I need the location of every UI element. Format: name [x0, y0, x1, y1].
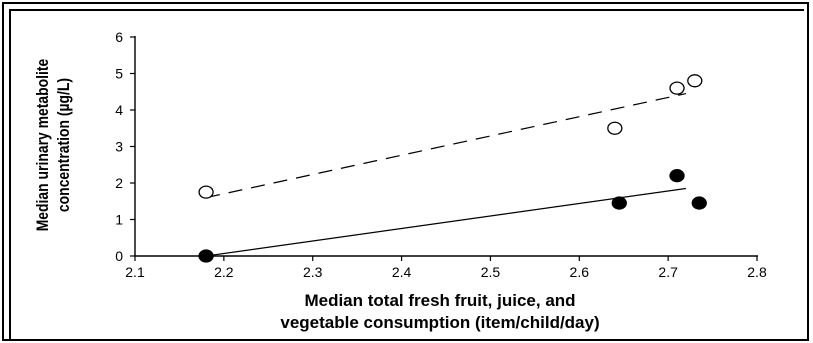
y-tick-label: 4: [115, 102, 123, 118]
y-axis-title-line-2: concentration (µg/L): [55, 78, 74, 212]
data-point-series-2: [198, 249, 214, 263]
y-tick-label: 2: [115, 175, 123, 191]
data-point-series-2: [669, 169, 685, 183]
x-tick-label: 2.1: [125, 264, 145, 280]
y-tick-label: 3: [115, 139, 123, 155]
data-point-series-1: [607, 121, 623, 135]
data-point-series-1: [687, 74, 703, 88]
axes: [134, 36, 758, 257]
y-axis-title-line-1: Median urinary metabolite: [34, 58, 53, 231]
x-tick-label: 2.2: [214, 264, 234, 280]
y-tick-label: 5: [115, 66, 123, 82]
y-tick-label: 1: [115, 212, 123, 228]
y-tick-label: 0: [115, 248, 123, 264]
x-axis-title-line-2: vegetable consumption (item/child/day): [280, 313, 599, 332]
data-point-series-2: [691, 196, 707, 210]
data-point-series-2: [611, 196, 627, 210]
x-tick-label: 2.4: [392, 264, 412, 280]
y-tick-label: 6: [115, 29, 123, 45]
figure-inner-border: [9, 9, 804, 340]
x-tick-label: 2.6: [570, 264, 590, 280]
trend-line-series-1: [205, 92, 687, 199]
trend-line-series-2: [206, 187, 686, 257]
x-tick-label: 2.5: [481, 264, 501, 280]
data-points: [198, 74, 707, 263]
data-point-series-1: [669, 81, 685, 95]
x-tick-label: 2.3: [303, 264, 323, 280]
ticks: 0 1 2 3 4 5 6 2.1 2.2 2.3 2.4 2.5 2.6 2.7 2.8: [115, 29, 767, 280]
x-tick-label: 2.8: [747, 264, 767, 280]
data-point-series-1: [198, 185, 214, 199]
x-tick-label: 2.7: [658, 264, 678, 280]
trend-lines: [205, 92, 687, 257]
x-axis-title-line-1: Median total fresh fruit, juice, and: [304, 291, 575, 310]
